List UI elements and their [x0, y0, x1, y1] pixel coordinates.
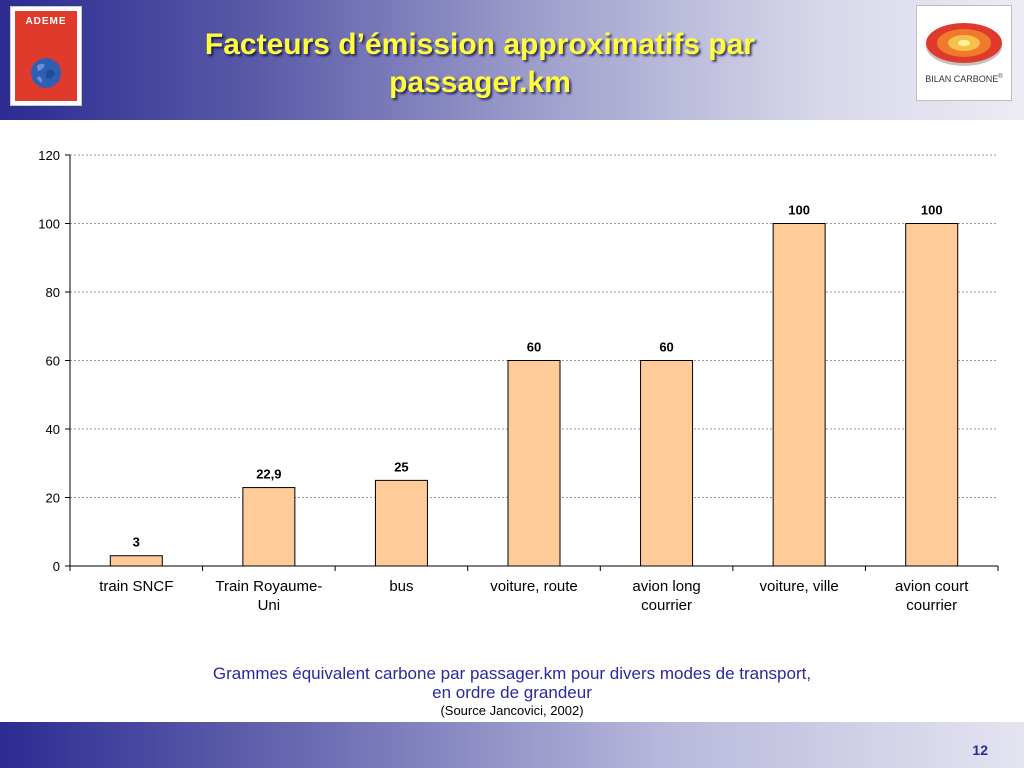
x-tick-label: voiture, route: [490, 578, 578, 595]
bilan-carbone-text: BILAN CARBONE®: [917, 74, 1011, 84]
caption-line1: Grammes équivalent carbone par passager.…: [212, 664, 812, 683]
bar: [507, 360, 561, 567]
y-tick-label: 80: [46, 285, 60, 300]
page-number: 12: [972, 742, 988, 758]
y-tick-label: 120: [38, 148, 60, 163]
x-tick-label: bus: [389, 578, 413, 595]
bilan-carbone-target-icon: [926, 23, 1002, 66]
data-label: 3: [133, 535, 140, 550]
page-title-line1: Facteurs d’émission approximatifs par: [204, 28, 756, 61]
globe-icon: [29, 56, 63, 95]
x-tick-label: avion long: [632, 578, 700, 595]
x-tick-label: courrier: [906, 597, 957, 614]
bar-chart: 0 20 40 60 80 100 120 3 train SNCF 22,9 Train Roya…: [38, 148, 999, 614]
caption-line2: en ordre de grandeur: [432, 683, 592, 702]
bar: [374, 479, 428, 567]
ademe-logo-block: ADEME: [15, 11, 77, 101]
data-label: 100: [921, 203, 943, 218]
bilan-carbone-logo: BILAN CARBONE®: [916, 5, 1012, 101]
bar: [109, 555, 163, 567]
x-tick-label: courrier: [641, 597, 692, 614]
x-tick-label: voiture, ville: [760, 578, 839, 595]
y-tick-label: 60: [46, 354, 60, 369]
y-tick-label: 20: [46, 491, 60, 506]
ademe-logo-text: ADEME: [25, 16, 67, 27]
bilan-carbone-label: BILAN CARBONE: [925, 74, 999, 84]
bar: [905, 223, 959, 567]
data-label: 60: [527, 340, 541, 355]
footer-band: 12: [0, 722, 1024, 768]
registered-mark: ®: [998, 74, 1003, 80]
page-title: Facteurs d’émission approximatifs par pa…: [140, 26, 820, 102]
ademe-logo: ADEME: [10, 6, 82, 106]
x-tick-label: Uni: [258, 597, 281, 614]
bar: [242, 487, 296, 567]
bar: [772, 223, 826, 567]
x-tick-label: avion court: [895, 578, 969, 595]
data-label: 100: [788, 203, 810, 218]
y-tick-label: 0: [53, 559, 60, 574]
x-tick-label: Train Royaume-: [215, 578, 322, 595]
x-tick-label: train SNCF: [99, 578, 173, 595]
caption-source: (Source Jancovici, 2002): [440, 703, 584, 718]
header-band: ADEME Facteurs d’émission approximatifs …: [0, 0, 1024, 120]
data-label: 22,9: [256, 467, 281, 482]
data-label: 25: [394, 459, 408, 474]
y-tick-label: 100: [38, 217, 60, 232]
y-tick-label: 40: [46, 422, 60, 437]
page-title-line2: passager.km: [389, 66, 571, 99]
data-label: 60: [659, 340, 673, 355]
chart-caption: Grammes équivalent carbone par passager.…: [0, 664, 1024, 720]
bar: [640, 360, 694, 567]
